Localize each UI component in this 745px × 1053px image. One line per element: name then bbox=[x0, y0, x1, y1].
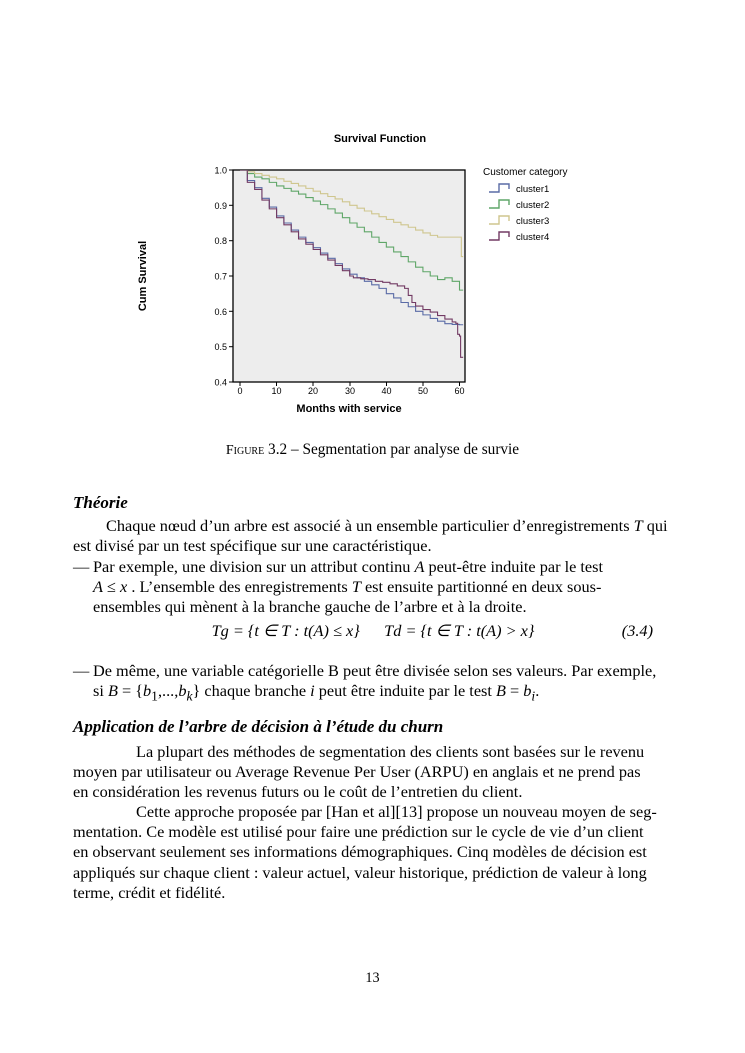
svg-text:cluster2: cluster2 bbox=[516, 200, 549, 211]
svg-text:10: 10 bbox=[271, 386, 281, 396]
svg-text:cluster3: cluster3 bbox=[516, 216, 549, 227]
svg-text:cluster1: cluster1 bbox=[516, 184, 549, 195]
svg-text:0.9: 0.9 bbox=[214, 201, 227, 211]
svg-text:Survival Function: Survival Function bbox=[334, 133, 427, 145]
svg-text:0.6: 0.6 bbox=[214, 307, 227, 317]
svg-text:60: 60 bbox=[454, 386, 464, 396]
svg-text:0.4: 0.4 bbox=[214, 378, 227, 388]
svg-text:cluster4: cluster4 bbox=[516, 232, 549, 243]
svg-text:Cum Survival: Cum Survival bbox=[137, 241, 149, 311]
svg-text:Customer category: Customer category bbox=[483, 167, 567, 178]
svg-text:Months with service: Months with service bbox=[296, 403, 401, 415]
svg-text:0.7: 0.7 bbox=[214, 272, 227, 282]
svg-text:0.5: 0.5 bbox=[214, 342, 227, 352]
svg-text:0.8: 0.8 bbox=[214, 236, 227, 246]
svg-text:1.0: 1.0 bbox=[214, 166, 227, 176]
svg-text:20: 20 bbox=[308, 386, 318, 396]
svg-text:0: 0 bbox=[237, 386, 242, 396]
svg-text:40: 40 bbox=[381, 386, 391, 396]
svg-text:30: 30 bbox=[345, 386, 355, 396]
svg-text:50: 50 bbox=[418, 386, 428, 396]
